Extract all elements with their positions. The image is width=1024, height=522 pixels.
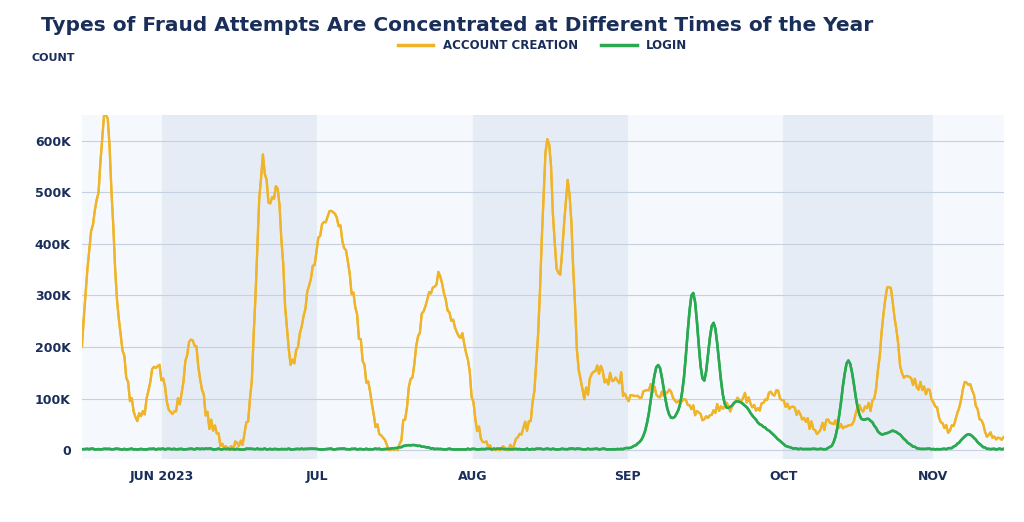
Text: Types of Fraud Attempts Are Concentrated at Different Times of the Year: Types of Fraud Attempts Are Concentrated… bbox=[41, 16, 873, 34]
Bar bbox=[783, 115, 934, 459]
Bar bbox=[317, 115, 473, 459]
Legend: ACCOUNT CREATION, LOGIN: ACCOUNT CREATION, LOGIN bbox=[393, 34, 692, 57]
Bar bbox=[162, 115, 317, 459]
Bar bbox=[934, 115, 1004, 459]
Bar bbox=[473, 115, 628, 459]
Bar bbox=[628, 115, 783, 459]
Text: COUNT: COUNT bbox=[31, 53, 75, 63]
Bar bbox=[82, 115, 162, 459]
